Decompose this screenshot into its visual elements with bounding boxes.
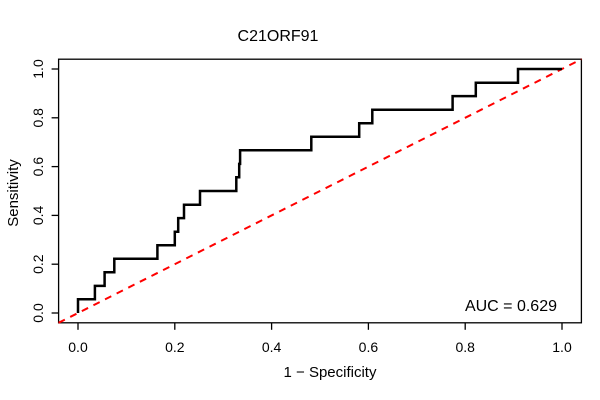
y-tick-label: 0.6 bbox=[30, 157, 46, 177]
roc-curve-line bbox=[76, 67, 562, 313]
x-tick-label: 0.2 bbox=[165, 339, 185, 355]
auc-annotation: AUC = 0.629 bbox=[465, 298, 557, 315]
x-tick-label: 0.8 bbox=[455, 339, 475, 355]
y-tick-label: 0.0 bbox=[30, 303, 46, 323]
y-axis-tick-labels: 0.0 0.2 0.4 0.6 0.8 1.0 bbox=[30, 59, 46, 323]
y-tick-label: 1.0 bbox=[30, 59, 46, 79]
y-tick-label: 0.4 bbox=[30, 205, 46, 225]
x-tick-label: 0.6 bbox=[359, 339, 379, 355]
x-tick-label: 0.0 bbox=[68, 339, 88, 355]
x-axis-tick-labels: 0.0 0.2 0.4 0.6 0.8 1.0 bbox=[68, 339, 572, 355]
y-axis-label: Sensitivity bbox=[5, 159, 22, 227]
x-tick-label: 1.0 bbox=[552, 339, 572, 355]
x-axis-ticks bbox=[77, 322, 563, 330]
y-tick-label: 0.2 bbox=[30, 254, 46, 274]
plot-box-border bbox=[57, 58, 583, 324]
chart-title: C21ORF91 bbox=[238, 28, 319, 45]
y-axis-ticks bbox=[51, 68, 59, 314]
x-tick-label: 0.4 bbox=[262, 339, 282, 355]
chance-diagonal-line bbox=[58, 58, 582, 324]
y-tick-label: 0.8 bbox=[30, 108, 46, 128]
x-axis-label: 1 − Specificity bbox=[284, 364, 377, 381]
